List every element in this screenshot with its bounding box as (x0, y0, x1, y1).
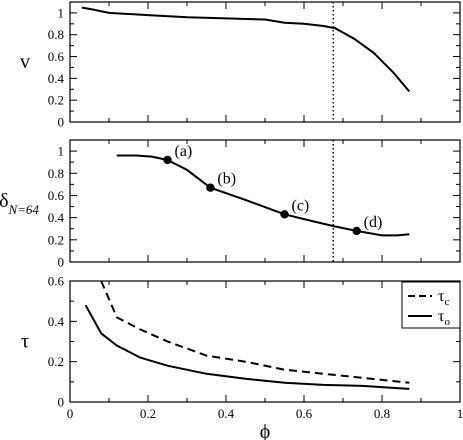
series-line-0 (81, 6, 411, 93)
y-tick-label: 0.6 (48, 188, 65, 203)
panel-delta: 0 0.2 0.4 0.6 0.8 1 (a) (b) (c) (d) δN=64 (0, 139, 461, 270)
legend-label-subscript: c (444, 296, 449, 308)
y-tick-label: 0.4 (48, 71, 65, 86)
x-axis-label: ϕ (260, 421, 271, 440)
series-line-0 (116, 154, 410, 237)
y-tick-label: 1 (58, 5, 65, 20)
y-tick-label: 0.2 (48, 354, 64, 369)
x-tick-label: 0.4 (218, 406, 235, 421)
y-axis-label-subscript: N=64 (7, 202, 39, 217)
y-tick-label: 0 (58, 255, 65, 270)
y-tick-label: 0 (58, 395, 65, 410)
series-line-o (84, 304, 410, 390)
y-axis-label: τ (21, 331, 29, 353)
x-tick-label: 1 (457, 406, 463, 421)
legend-box (401, 281, 461, 329)
panel-v: 0 0.2 0.4 0.6 0.8 1 v (20, 1, 461, 130)
data-point-marker (352, 226, 361, 236)
data-point-marker (206, 183, 215, 192)
data-point-marker (163, 155, 172, 165)
marker-label: (c) (292, 197, 310, 214)
y-tick-label: 0.6 (48, 274, 65, 289)
marker-label: (d) (364, 214, 383, 231)
marker-label: (a) (175, 143, 193, 160)
x-tick-label: 0.2 (140, 406, 156, 421)
marker-label: (b) (217, 171, 236, 188)
plot-frame (69, 139, 461, 263)
x-tick-label: 0.8 (374, 406, 390, 421)
y-tick-label: 0.8 (48, 27, 64, 42)
y-tick-label: 0.2 (48, 93, 64, 108)
legend-label: τc (438, 288, 449, 308)
y-tick-label: 0.4 (48, 314, 65, 329)
x-tick-label: 0 (67, 406, 74, 421)
series-line-c (100, 280, 410, 384)
y-tick-label: 1 (58, 144, 65, 159)
y-tick-label: 0.2 (48, 232, 64, 247)
y-tick-label: 0.6 (48, 49, 65, 64)
data-point-marker (280, 210, 289, 219)
y-axis-label: v (20, 51, 30, 73)
legend-label-subscript: o (444, 316, 450, 328)
x-tick-label: 0.6 (296, 406, 313, 421)
y-tick-label: 0.8 (48, 166, 64, 181)
y-tick-label: 0 (58, 115, 65, 130)
y-axis-label: δN=64 (0, 190, 39, 217)
y-tick-label: 0.4 (48, 210, 65, 225)
